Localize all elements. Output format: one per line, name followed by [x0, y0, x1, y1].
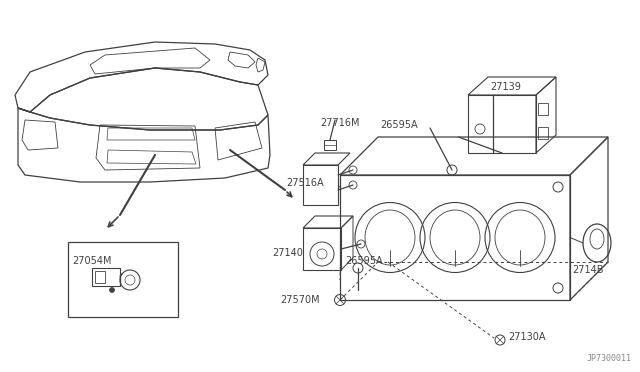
Text: 27516A: 27516A [286, 178, 324, 188]
Text: 26595A: 26595A [380, 120, 418, 130]
Text: JP7300011: JP7300011 [587, 354, 632, 363]
Text: 27130A: 27130A [508, 332, 545, 342]
Text: 2714B: 2714B [572, 265, 604, 275]
Text: 26595A: 26595A [345, 256, 383, 266]
Text: 27139: 27139 [490, 82, 521, 92]
Text: 27140: 27140 [272, 248, 303, 258]
Circle shape [109, 288, 115, 292]
Text: 27054M: 27054M [72, 256, 111, 266]
Text: 27570M: 27570M [280, 295, 320, 305]
Bar [538, 103, 548, 115]
Bar [92, 268, 120, 286]
Text: 27716M: 27716M [320, 118, 360, 128]
Bar [538, 127, 548, 139]
Bar [95, 271, 105, 283]
Bar [324, 140, 336, 150]
Bar [68, 242, 178, 317]
